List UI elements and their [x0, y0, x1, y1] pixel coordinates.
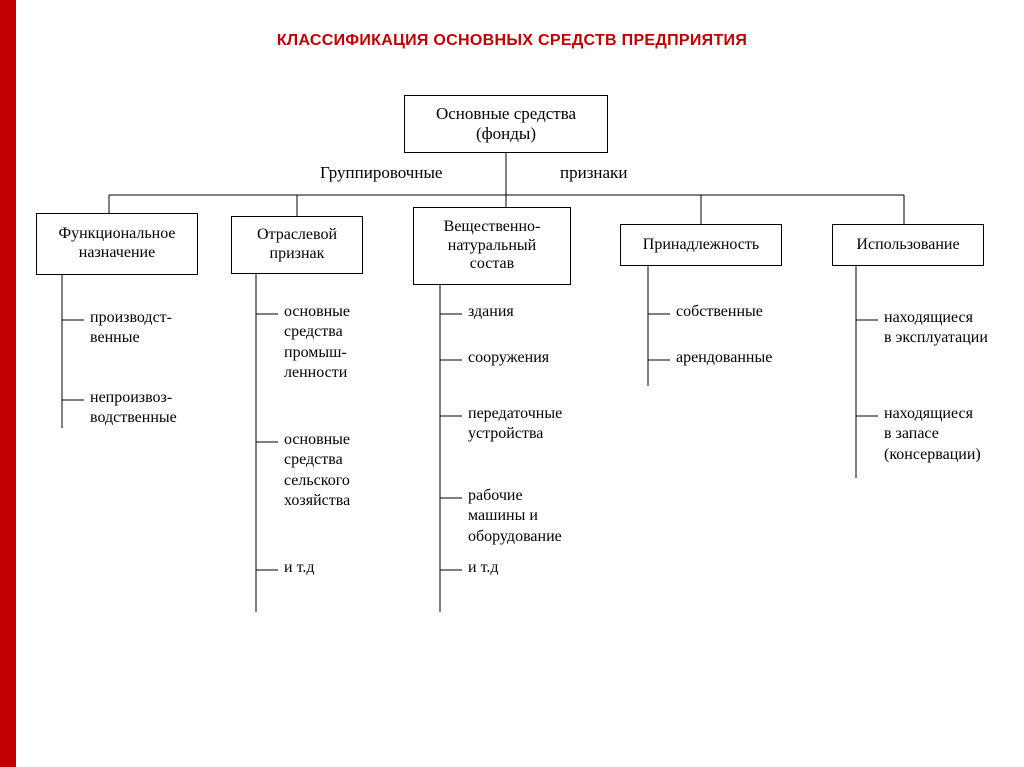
list-item: непроизвоз- водственные [90, 388, 177, 429]
list-item: находящиеся в эксплуатации [884, 308, 988, 349]
list-item: собственные [676, 302, 763, 322]
accent-bar [0, 0, 16, 767]
list-item: и т.д [284, 558, 315, 578]
section-label-left: Группировочные [320, 163, 442, 183]
list-item: производст- венные [90, 308, 172, 349]
list-item: находящиеся в запасе (консервации) [884, 404, 981, 465]
root-line2: (фонды) [476, 124, 536, 143]
root-line1: Основные средства [436, 104, 576, 123]
root-node: Основные средства (фонды) [404, 95, 608, 153]
list-item: арендованные [676, 348, 772, 368]
list-item: здания [468, 302, 514, 322]
category-material: Вещественно- натуральный состав [413, 207, 571, 285]
category-ownership: Принадлежность [620, 224, 782, 266]
page-title: КЛАССИФИКАЦИЯ ОСНОВНЫХ СРЕДСТВ ПРЕДПРИЯТ… [0, 32, 1024, 50]
list-item: и т.д [468, 558, 499, 578]
list-item: передаточные устройства [468, 404, 562, 445]
list-item: основные средства промыш- ленности [284, 302, 350, 384]
category-industry: Отраслевой признак [231, 216, 363, 274]
list-item: рабочие машины и оборудование [468, 486, 562, 547]
list-item: основные средства сельского хозяйства [284, 430, 350, 512]
category-usage: Использование [832, 224, 984, 266]
list-item: сооружения [468, 348, 549, 368]
category-functional: Функциональное назначение [36, 213, 198, 275]
section-label-right: признаки [560, 163, 627, 183]
